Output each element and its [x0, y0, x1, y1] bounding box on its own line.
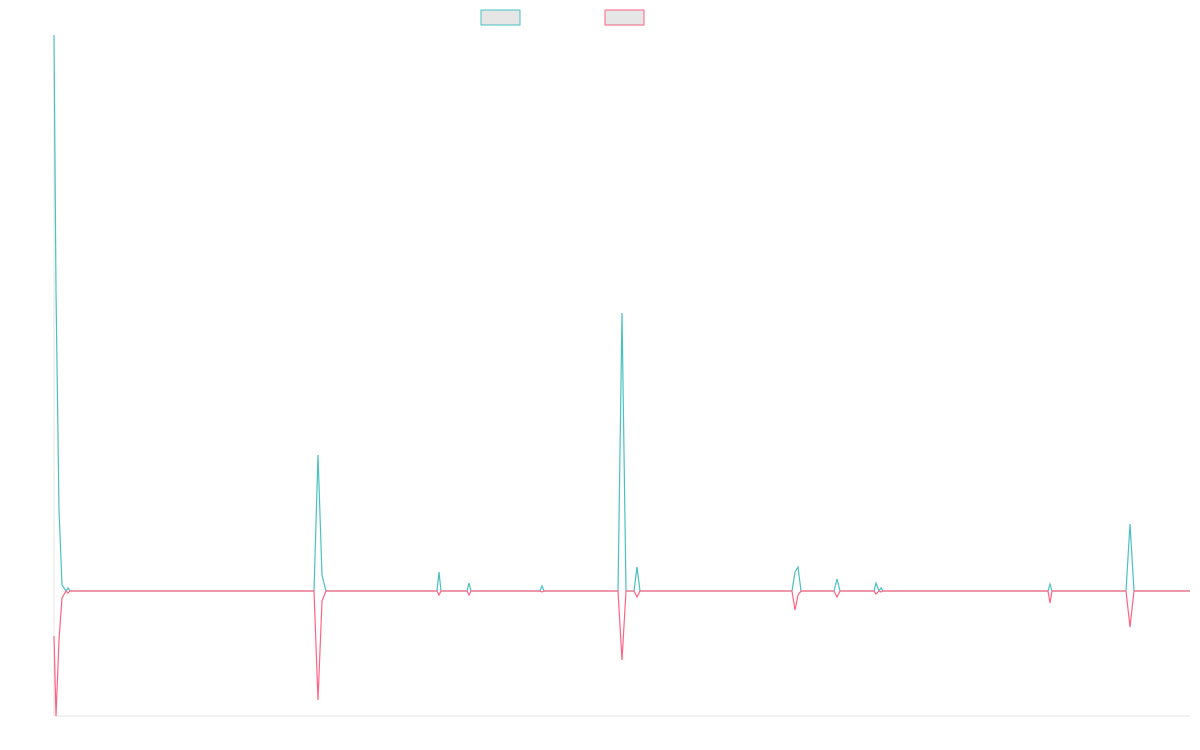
series-line — [53, 590, 1190, 717]
series-line — [53, 34, 1190, 593]
legend-swatch — [604, 9, 645, 26]
legend-swatch — [480, 9, 521, 26]
